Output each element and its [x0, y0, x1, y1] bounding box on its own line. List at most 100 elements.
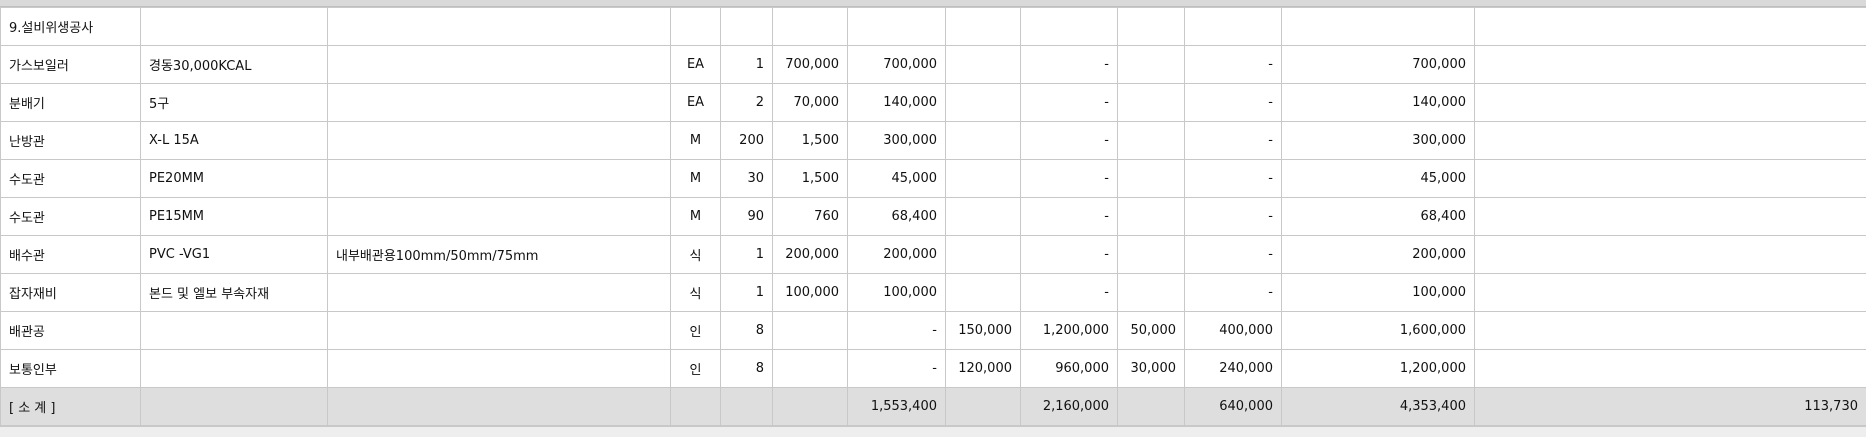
- material-amount-cell: 200,000: [848, 236, 946, 274]
- extra-cell: [1475, 274, 1866, 312]
- extra-cell: [1475, 84, 1866, 122]
- labor-amount-cell: -: [1021, 84, 1118, 122]
- note-cell: [328, 350, 671, 388]
- unit-cell: EA: [671, 84, 721, 122]
- labor-unit-price-cell: [946, 388, 1021, 426]
- extra-cell: [1475, 198, 1866, 236]
- labor-amount-cell: -: [1021, 122, 1118, 160]
- material-unit-price-cell: 1,500: [773, 122, 848, 160]
- material-unit-price-cell: 760: [773, 198, 848, 236]
- total-amount-cell: 140,000: [1282, 84, 1475, 122]
- unit-cell: EA: [671, 46, 721, 84]
- expense-unit-price-cell: [1118, 236, 1185, 274]
- labor-unit-price-cell: 120,000: [946, 350, 1021, 388]
- expense-amount-cell: -: [1185, 46, 1282, 84]
- labor-amount-cell: -: [1021, 274, 1118, 312]
- total-amount-cell: 45,000: [1282, 160, 1475, 198]
- item-name-cell: 분배기: [1, 84, 141, 122]
- expense-amount-cell: -: [1185, 160, 1282, 198]
- material-amount-cell: 300,000: [848, 122, 946, 160]
- labor-amount-cell: -: [1021, 198, 1118, 236]
- labor-unit-price-cell: [946, 274, 1021, 312]
- quantity-cell: 1: [721, 236, 773, 274]
- material-amount-cell: 100,000: [848, 274, 946, 312]
- material-unit-price-cell: 100,000: [773, 274, 848, 312]
- labor-unit-price-cell: [946, 46, 1021, 84]
- spec-cell: X-L 15A: [141, 122, 328, 160]
- labor-amount-cell: -: [1021, 236, 1118, 274]
- labor-unit-price-cell: [946, 84, 1021, 122]
- labor-unit-price-cell: [946, 198, 1021, 236]
- spec-cell: [141, 312, 328, 350]
- item-name-cell: 배수관: [1, 236, 141, 274]
- labor-amount-cell: 1,200,000: [1021, 312, 1118, 350]
- unit-cell: 인: [671, 350, 721, 388]
- expense-amount-cell: -: [1185, 122, 1282, 160]
- note-cell: [328, 198, 671, 236]
- expense-unit-price-cell: [1118, 46, 1185, 84]
- extra-cell: 113,730: [1475, 388, 1866, 426]
- item-name-cell: 배관공: [1, 312, 141, 350]
- extra-cell: [1475, 312, 1866, 350]
- total-amount-cell: 1,200,000: [1282, 350, 1475, 388]
- spec-cell: 경동30,000KCAL: [141, 46, 328, 84]
- note-cell: [328, 312, 671, 350]
- expense-amount-cell: -: [1185, 198, 1282, 236]
- material-unit-price-cell: [773, 388, 848, 426]
- material-unit-price-cell: 700,000: [773, 46, 848, 84]
- expense-unit-price-cell: 30,000: [1118, 350, 1185, 388]
- unit-cell: M: [671, 198, 721, 236]
- unit-cell: [671, 388, 721, 426]
- labor-unit-price-cell: [946, 160, 1021, 198]
- section-title: 9.설비위생공사: [1, 8, 141, 46]
- expense-amount-cell: -: [1185, 274, 1282, 312]
- total-amount-cell: 4,353,400: [1282, 388, 1475, 426]
- quantity-cell: 2: [721, 84, 773, 122]
- section-row: 9.설비위생공사: [1, 8, 1866, 46]
- expense-unit-price-cell: [1118, 84, 1185, 122]
- item-name-cell: [ 소 계 ]: [1, 388, 141, 426]
- material-unit-price-cell: [773, 312, 848, 350]
- labor-unit-price-cell: [946, 122, 1021, 160]
- expense-unit-price-cell: [1118, 122, 1185, 160]
- total-amount-cell: 100,000: [1282, 274, 1475, 312]
- expense-unit-price-cell: [1118, 388, 1185, 426]
- total-amount-cell: 200,000: [1282, 236, 1475, 274]
- item-name-cell: 수도관: [1, 160, 141, 198]
- material-unit-price-cell: 200,000: [773, 236, 848, 274]
- spec-cell: [141, 350, 328, 388]
- note-cell: 내부배관용100mm/50mm/75mm: [328, 236, 671, 274]
- labor-unit-price-cell: 150,000: [946, 312, 1021, 350]
- quantity-cell: 90: [721, 198, 773, 236]
- spec-cell: PE15MM: [141, 198, 328, 236]
- expense-unit-price-cell: [1118, 160, 1185, 198]
- extra-cell: [1475, 236, 1866, 274]
- spec-cell: PE20MM: [141, 160, 328, 198]
- item-name-cell: 가스보일러: [1, 46, 141, 84]
- material-amount-cell: 45,000: [848, 160, 946, 198]
- quantity-cell: 1: [721, 46, 773, 84]
- labor-amount-cell: -: [1021, 160, 1118, 198]
- spec-cell: PVC -VG1: [141, 236, 328, 274]
- unit-cell: 인: [671, 312, 721, 350]
- labor-amount-cell: 2,160,000: [1021, 388, 1118, 426]
- item-name-cell: 난방관: [1, 122, 141, 160]
- note-cell: [328, 274, 671, 312]
- expense-amount-cell: -: [1185, 236, 1282, 274]
- spec-cell: 5구: [141, 84, 328, 122]
- unit-cell: 식: [671, 236, 721, 274]
- quantity-cell: [721, 388, 773, 426]
- spec-cell: 본드 및 엘보 부속자재: [141, 274, 328, 312]
- total-amount-cell: 1,600,000: [1282, 312, 1475, 350]
- extra-cell: [1475, 46, 1866, 84]
- note-cell: [328, 388, 671, 426]
